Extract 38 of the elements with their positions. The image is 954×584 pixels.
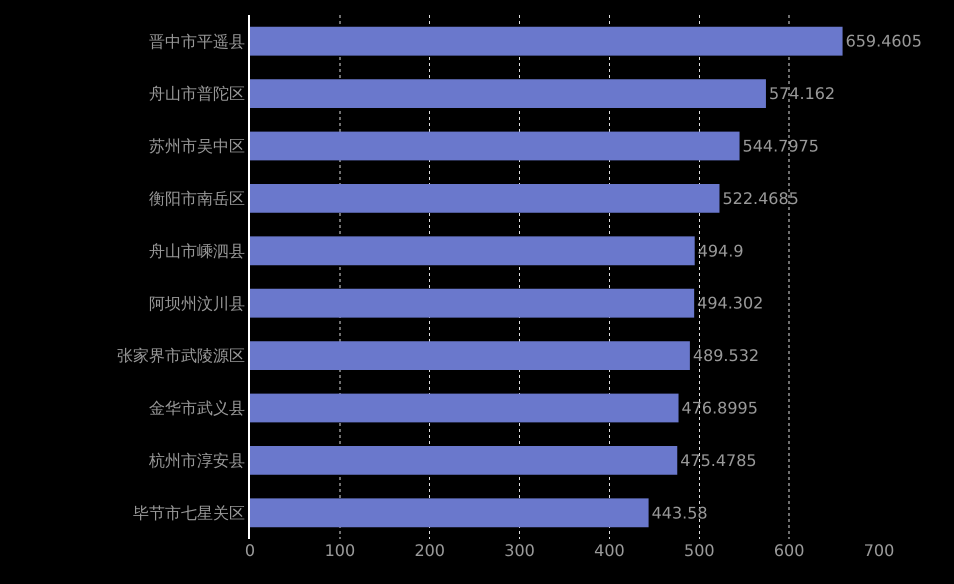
x-tick-label: 0 <box>244 541 256 560</box>
y-tick-label: 金华市武义县 <box>148 398 245 418</box>
data-label: 544.7975 <box>742 136 819 156</box>
y-tick-label: 阿坝州汶川县 <box>148 294 245 313</box>
bar <box>250 79 766 108</box>
x-tick-label: 300 <box>504 541 535 560</box>
y-tick-label: 舟山市普陀区 <box>148 84 245 104</box>
y-tick-label: 杭州市淳安县 <box>148 451 245 470</box>
x-tick-label: 400 <box>594 541 625 560</box>
bar <box>250 132 740 160</box>
bar <box>250 446 678 475</box>
bar <box>250 184 720 213</box>
data-label: 475.4785 <box>680 450 757 470</box>
y-tick-label: 毕节市七星关区 <box>132 503 245 522</box>
bar <box>250 236 695 266</box>
data-label: 659.4605 <box>846 32 922 51</box>
bar <box>250 341 690 370</box>
data-label: 443.58 <box>652 503 708 522</box>
bar <box>250 288 694 318</box>
y-tick-label: 张家界市武陵源区 <box>116 346 245 366</box>
x-tick-label: 600 <box>774 541 804 560</box>
y-tick-label: 苏州市吴中区 <box>148 136 245 156</box>
data-label: 494.9 <box>698 241 744 260</box>
x-tick-label: 100 <box>324 541 356 560</box>
data-label: 494.302 <box>697 294 764 313</box>
x-tick-label: 700 <box>864 541 894 560</box>
bar <box>250 394 679 422</box>
bar <box>250 498 649 528</box>
y-tick-label: 舟山市嵊泗县 <box>148 241 245 260</box>
x-tick-label: 200 <box>414 541 445 560</box>
bar <box>250 26 843 56</box>
data-label: 476.8995 <box>682 398 758 418</box>
data-label: 522.4685 <box>722 188 799 208</box>
y-tick-label: 晋中市平遥县 <box>148 32 245 51</box>
x-tick-label: 500 <box>684 541 715 560</box>
data-label: 574.162 <box>768 84 836 104</box>
data-label: 489.532 <box>692 346 760 366</box>
y-tick-label: 衡阳市南岳区 <box>148 189 245 208</box>
